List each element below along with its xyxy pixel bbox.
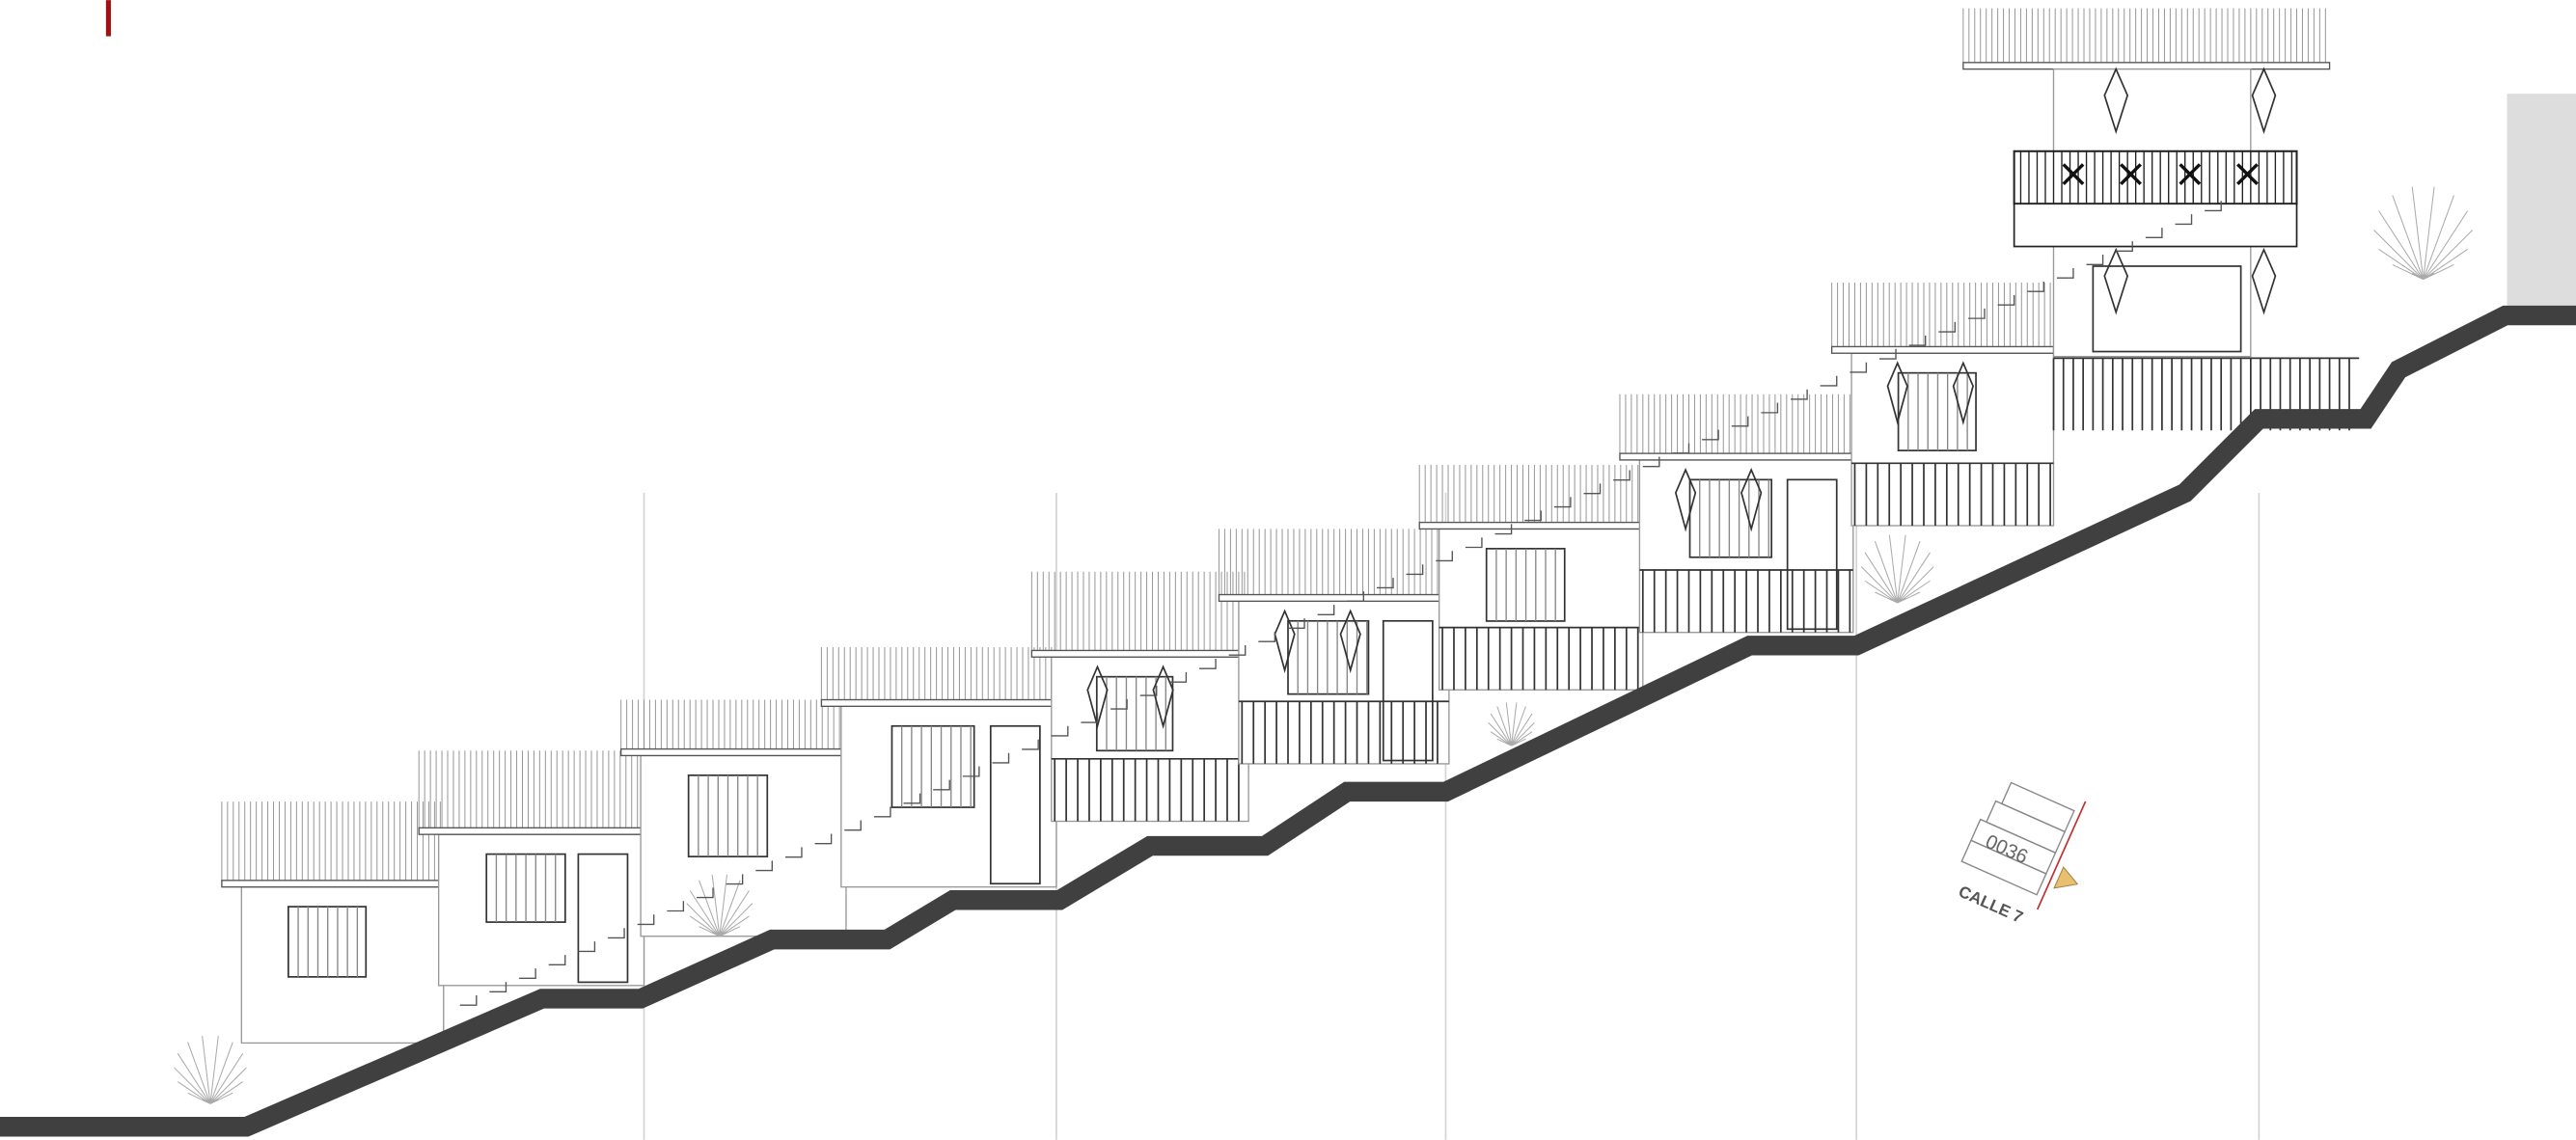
pendant-lamp	[2251, 247, 2277, 315]
roof-corrugation	[221, 801, 441, 881]
pendant-lamp	[1339, 609, 1361, 674]
house	[1830, 283, 2055, 527]
wall	[437, 833, 645, 987]
house	[619, 699, 847, 937]
pendant-lamp	[1886, 361, 1908, 425]
wall	[1438, 528, 1644, 691]
terrain	[0, 305, 2576, 1137]
pendant-lamp	[1086, 665, 1109, 730]
pendant-lamp	[1274, 609, 1296, 674]
roof-beam	[1030, 649, 1249, 658]
roof-beam	[1218, 593, 1450, 603]
pendant-lamp	[1952, 361, 1974, 425]
wall	[1850, 352, 2055, 527]
balcony	[2013, 149, 2298, 205]
plant	[2373, 186, 2474, 281]
window-bars	[1907, 372, 1968, 451]
plant	[686, 874, 754, 937]
railing	[1439, 626, 1643, 691]
window-bars	[698, 774, 758, 857]
house	[418, 750, 645, 987]
roof-beam	[820, 698, 1057, 708]
roof-corrugation	[418, 750, 644, 828]
roof-corrugation	[1619, 394, 1850, 454]
wall	[840, 705, 1057, 888]
window-bars	[1106, 676, 1166, 751]
fence	[2052, 357, 2360, 431]
roof-corrugation	[1962, 8, 2326, 63]
plant	[174, 1036, 247, 1104]
roof-beam	[619, 747, 847, 757]
roof-beam	[1962, 62, 2331, 70]
window	[1688, 478, 1772, 558]
window-bars	[495, 854, 557, 923]
roof-corrugation	[820, 647, 1053, 700]
house	[1218, 529, 1450, 765]
railing	[1639, 569, 1853, 633]
pendant-lamp	[2251, 67, 2277, 135]
roof-beam	[221, 880, 445, 888]
balcony-cross	[2179, 163, 2202, 186]
house	[1619, 394, 1854, 634]
railing	[1238, 700, 1449, 764]
marker-step	[1960, 839, 2047, 896]
balcony-slab	[2013, 203, 2298, 248]
railing	[1051, 757, 1249, 822]
stairs	[459, 201, 2222, 1006]
balcony-cross	[2062, 163, 2085, 186]
wall	[240, 885, 445, 1045]
wall	[1051, 656, 1249, 823]
roof-corrugation	[620, 699, 846, 749]
north-arrow	[2053, 866, 2079, 889]
neighbor-wall	[2507, 94, 2576, 312]
window-bars	[1495, 548, 1556, 621]
roof-beam	[1619, 452, 1854, 461]
pendant-lamp	[2103, 67, 2129, 135]
railing	[1851, 462, 2054, 527]
window	[891, 724, 975, 808]
roof-corrugation	[1218, 529, 1450, 595]
balcony-cross	[2236, 163, 2259, 186]
pendant-lamp	[2103, 247, 2129, 315]
plant	[1488, 702, 1535, 746]
door	[577, 853, 629, 984]
roof-beam	[1418, 521, 1644, 530]
roof-beam	[1830, 345, 2055, 354]
house	[1030, 571, 1249, 823]
plant	[1860, 534, 1934, 604]
balcony-cross	[2120, 163, 2142, 186]
wall	[640, 754, 847, 937]
pendant-lamp	[1740, 467, 1763, 532]
door	[1786, 478, 1838, 631]
marker-line	[2036, 801, 2087, 910]
pendant-lamp	[1674, 467, 1697, 532]
house-upper	[1962, 8, 2360, 431]
window-bars	[297, 907, 359, 977]
door	[989, 724, 1041, 885]
roof-corrugation	[1030, 571, 1246, 651]
door	[1382, 619, 1434, 762]
window	[2092, 265, 2242, 353]
house	[820, 647, 1057, 888]
roof-corrugation	[1831, 283, 2051, 347]
houses	[0, 8, 2576, 1140]
window-bars	[900, 725, 972, 808]
roof-beam	[418, 827, 645, 835]
